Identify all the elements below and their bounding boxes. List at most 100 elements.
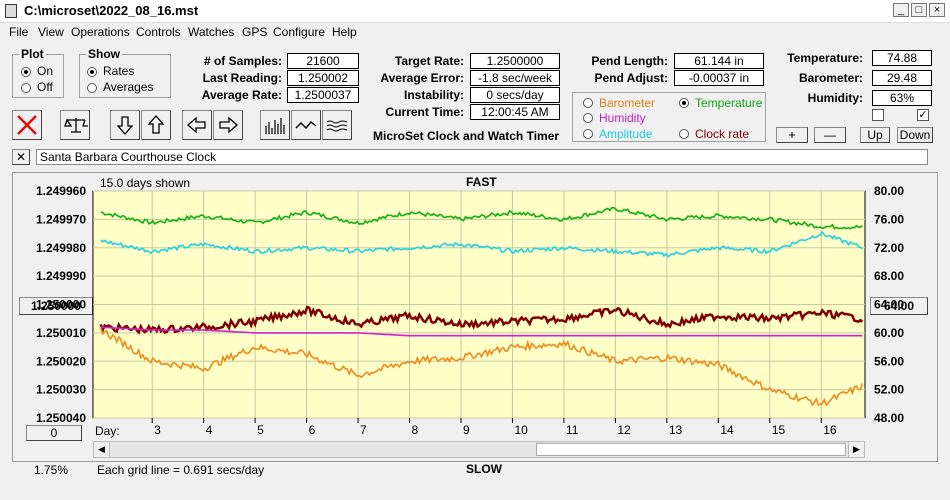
left-tick-label: 1.250010 <box>36 326 86 340</box>
plot-off-radio[interactable] <box>21 83 31 93</box>
pend-adjust-field: -0.00037 in <box>674 70 764 86</box>
arrow-up-icon <box>147 115 165 134</box>
up-arrow-button[interactable] <box>141 110 171 140</box>
series-line-humidity <box>100 326 863 337</box>
scale-minus-button[interactable]: — <box>814 127 846 143</box>
center-value-button[interactable]: 1.250000 <box>19 297 93 315</box>
balance-button[interactable] <box>60 110 90 140</box>
plot-group-title: Plot <box>19 47 46 61</box>
aux-humidity-label: Humidity <box>599 111 646 125</box>
show-averages-radio[interactable] <box>87 83 97 93</box>
menu-file[interactable]: File <box>9 25 29 39</box>
grid-note-label: Each grid line = 0.691 secs/day <box>97 463 265 477</box>
day-tick-label: 9 <box>463 423 470 437</box>
watch-name-field[interactable]: Santa Barbara Courthouse Clock <box>36 149 928 165</box>
day-tick-label: 3 <box>154 423 161 437</box>
current-time-label: Current Time: <box>385 105 464 119</box>
minimize-button[interactable]: _ <box>893 3 909 17</box>
right-tick-label: 48.00 <box>874 411 904 425</box>
menu-configure[interactable]: Configure <box>273 25 326 39</box>
down-arrow-button[interactable] <box>110 110 140 140</box>
scroll-right-icon[interactable]: ▶ <box>848 442 864 457</box>
aux-clock-rate-label: Clock rate <box>695 127 750 141</box>
day-tick-label: 15 <box>772 423 786 437</box>
current-time-field: 12:00:45 AM <box>470 104 560 120</box>
maximize-button[interactable]: □ <box>911 3 927 17</box>
arrow-right-icon <box>219 116 238 134</box>
bar-view-button[interactable] <box>260 110 290 140</box>
pend-adjust-label: Pend Adjust: <box>594 71 668 85</box>
aux-amplitude-radio[interactable] <box>583 129 593 139</box>
pend-length-field: 61.144 in <box>674 53 764 69</box>
line-view-button[interactable] <box>291 110 321 140</box>
show-rates-radio[interactable] <box>87 67 97 77</box>
scale-plus-button[interactable]: + <box>776 127 808 143</box>
target-rate-field: 1.2500000 <box>470 53 560 69</box>
plot-on-radio[interactable] <box>21 67 31 77</box>
plot-group: Plot On Off <box>12 47 64 98</box>
show-averages-label: Averages <box>103 80 154 94</box>
series-line-barometer <box>99 327 864 407</box>
close-window-button[interactable]: × <box>929 3 945 17</box>
aux-temperature-label: Temperature <box>695 96 763 110</box>
day-tick-label: 6 <box>309 423 316 437</box>
scroll-thumb[interactable] <box>536 443 846 456</box>
menu-bar: File View Operations Controls Watches GP… <box>0 22 950 42</box>
horizontal-scrollbar[interactable]: ◀ ▶ <box>93 441 865 458</box>
scale-up-button[interactable]: Up <box>860 127 890 143</box>
menu-operations[interactable]: Operations <box>71 25 130 39</box>
left-arrow-button[interactable] <box>182 110 212 140</box>
clear-button[interactable] <box>12 110 42 140</box>
right-tick-label: 60.00 <box>874 326 904 340</box>
aux-humidity-radio[interactable] <box>583 113 593 123</box>
aux-amplitude-label: Amplitude <box>599 127 653 141</box>
samples-label: # of Samples: <box>203 54 282 68</box>
last-reading-field: 1.250002 <box>287 70 359 86</box>
slow-label: SLOW <box>466 462 502 476</box>
arrow-left-icon <box>187 116 206 134</box>
menu-help[interactable]: Help <box>332 25 357 39</box>
scroll-left-icon[interactable]: ◀ <box>94 442 110 457</box>
option-checkbox-2[interactable]: ✓ <box>917 109 929 121</box>
scale-down-button[interactable]: Down <box>897 127 933 143</box>
red-x-icon <box>17 115 37 135</box>
barometer-label: Barometer: <box>798 71 863 85</box>
menu-view[interactable]: View <box>38 25 64 39</box>
menu-gps[interactable]: GPS <box>242 25 268 39</box>
day-tick-label: 16 <box>823 423 837 437</box>
window-title: C:\microset\2022_08_16.mst <box>24 3 199 18</box>
series-line-temperature <box>100 206 863 230</box>
left-tick-label: 1.250000 <box>36 298 86 312</box>
right-tick-label: 76.00 <box>874 212 904 226</box>
pend-length-label: Pend Length: <box>591 54 668 68</box>
menu-controls[interactable]: Controls <box>136 25 181 39</box>
right-tick-label: 52.00 <box>874 383 904 397</box>
bars-icon <box>265 118 285 134</box>
day-tick-label: 14 <box>720 423 734 437</box>
average-error-field: -1.8 sec/week <box>470 70 560 86</box>
series-line-clock-rate <box>99 305 864 335</box>
zero-button[interactable]: 0 <box>26 425 82 441</box>
show-rates-label: Rates <box>103 64 135 78</box>
right-tick-label: 56.00 <box>874 354 904 368</box>
wave-view-button[interactable] <box>322 110 352 140</box>
humidity-label: Humidity: <box>807 91 863 105</box>
app-icon <box>5 4 17 18</box>
fast-label: FAST <box>466 175 497 189</box>
watch-close-button[interactable]: ✕ <box>12 149 30 165</box>
aux-barometer-radio[interactable] <box>583 98 593 108</box>
aux-temperature-radio[interactable] <box>679 98 689 108</box>
day-tick-label: 13 <box>669 423 683 437</box>
right-tick-label: 72.00 <box>874 241 904 255</box>
aux-center-button[interactable]: 64.00 <box>870 297 928 315</box>
menu-watches[interactable]: Watches <box>188 25 235 39</box>
right-arrow-button[interactable] <box>213 110 243 140</box>
option-checkbox-1[interactable] <box>872 109 884 121</box>
average-rate-label: Average Rate: <box>201 88 282 102</box>
day-axis-label: Day: <box>95 424 120 438</box>
day-tick-label: 8 <box>412 423 419 437</box>
arrow-down-icon <box>116 116 134 135</box>
average-rate-field: 1.2500037 <box>287 87 359 103</box>
percent-label: 1.75% <box>34 463 69 477</box>
aux-clock-rate-radio[interactable] <box>679 129 689 139</box>
